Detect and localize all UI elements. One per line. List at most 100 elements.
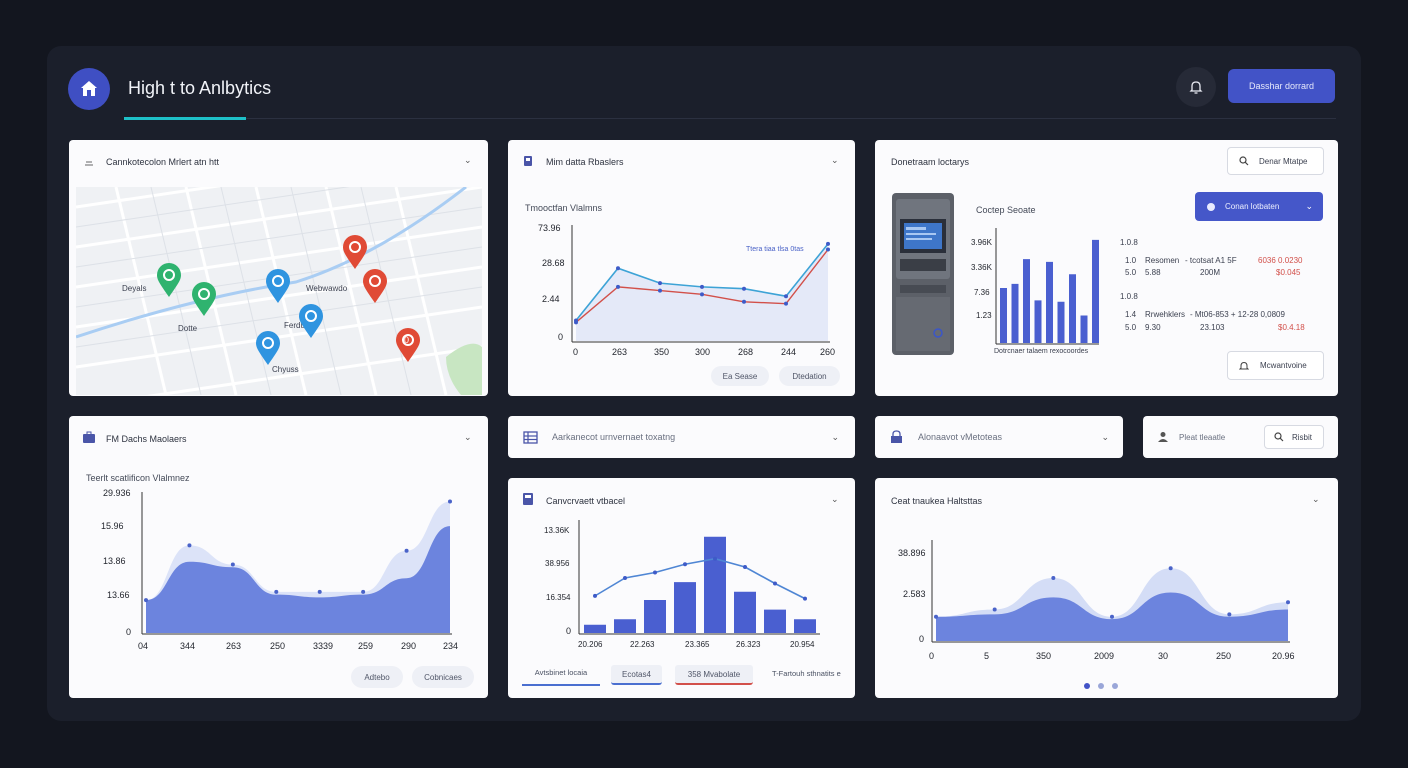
map-pin-icon[interactable]	[395, 327, 421, 363]
area-card-title: FM Dachs Maolaers	[106, 434, 187, 444]
stats-card	[875, 478, 1338, 698]
page-dot[interactable]	[1098, 683, 1104, 689]
map-pin-icon[interactable]	[342, 234, 368, 270]
dropdown-row[interactable]: Alonaavot vMetoteas ⌄	[875, 416, 1123, 458]
area-card-button[interactable]: Cobnicaes	[412, 666, 474, 688]
map-pin-icon[interactable]	[362, 268, 388, 304]
y-tick: 38.896	[898, 548, 926, 558]
bar	[794, 619, 816, 633]
line-card-button[interactable]: Dtedation	[779, 366, 840, 386]
x-tick: 23.365	[685, 640, 710, 649]
x-tick: 344	[180, 641, 196, 651]
stats-card-title: Ceat tnaukea Haltsttas	[891, 496, 983, 506]
x-tick: 268	[738, 347, 754, 357]
chevron-down-icon[interactable]: ⌄	[464, 155, 472, 165]
area-card-button[interactable]: Adtebo	[351, 666, 403, 688]
atm-row-red: $0.4.18	[1278, 323, 1305, 332]
area-chart	[141, 492, 452, 635]
y-tick: 28.68	[542, 258, 565, 268]
tab-mvabolate[interactable]: 358 Mvabolate	[675, 665, 753, 685]
map-pin-icon[interactable]	[298, 303, 324, 339]
dropdown-row[interactable]: Aarkanecot urnvernaet toxatng ⌄	[508, 416, 855, 458]
line-chart-card	[508, 140, 855, 396]
x-tick: 22.263	[630, 640, 655, 649]
map-pin-icon[interactable]	[191, 281, 217, 317]
pin-label: 0	[404, 335, 410, 345]
lock-icon	[891, 430, 902, 443]
bar	[1011, 283, 1019, 343]
atm-row-sub: 200M	[1200, 268, 1221, 277]
app-title: High t to Anlbytics	[128, 78, 272, 98]
atm-search[interactable]: Denar Mtatpe	[1227, 147, 1324, 175]
trend-point	[653, 570, 657, 575]
notifications-button[interactable]	[1176, 67, 1216, 107]
x-tick: 350	[1036, 651, 1052, 661]
atm-icon	[523, 493, 533, 505]
x-tick: 26.323	[736, 640, 761, 649]
bar	[584, 624, 606, 633]
filter-row: Pleat tleaatle Risbit	[1143, 416, 1338, 458]
bar	[1023, 259, 1030, 343]
tab-locations[interactable]: Avtsbinet locaia	[522, 666, 600, 686]
x-tick: 250	[270, 641, 286, 651]
line-point	[826, 247, 830, 252]
area-point	[1051, 575, 1056, 580]
pagination-dots[interactable]	[1080, 676, 1122, 694]
user-icon	[1158, 432, 1168, 442]
chevron-down-icon[interactable]: ⌄	[831, 155, 839, 165]
briefcase-icon	[83, 431, 95, 443]
area-point	[317, 589, 322, 594]
area-point	[1227, 612, 1232, 617]
area-point	[230, 562, 235, 567]
search-button[interactable]: Risbit	[1264, 425, 1324, 449]
location-map[interactable]: Deyals Dotte Webwawdo Ferdu Chyuss 0	[76, 187, 482, 395]
y-tick: 29.936	[103, 488, 131, 498]
area-point	[1286, 600, 1290, 605]
atm-action-button[interactable]: Mcwantvoine	[1227, 351, 1324, 380]
chevron-down-icon[interactable]: ⌄	[1312, 494, 1320, 504]
trend-line	[594, 557, 806, 600]
atm-row-sub: 9.30	[1145, 323, 1161, 332]
line-point	[700, 292, 704, 297]
map-pin-icon[interactable]	[156, 262, 182, 298]
area-point	[144, 598, 148, 603]
title-underline	[124, 117, 246, 120]
trend-point	[803, 596, 807, 601]
map-pin-icon[interactable]	[255, 330, 281, 366]
atm-action-label: Mcwantvoine	[1260, 361, 1307, 370]
x-tick: 20.954	[790, 640, 815, 649]
line-card-button[interactable]: Ea Sease	[711, 366, 769, 386]
bar	[734, 591, 756, 633]
line-point	[658, 281, 662, 286]
page-dot[interactable]	[1084, 683, 1090, 689]
tab-ecotas[interactable]: Ecotas4	[611, 665, 662, 685]
dashboard-button[interactable]: Dasshar dorrard	[1228, 69, 1335, 103]
tab-statistics[interactable]: T-Fartouh sthnatits e	[772, 669, 841, 678]
map-label: Deyals	[122, 284, 147, 293]
area-point	[448, 499, 452, 504]
x-tick: 2009	[1094, 651, 1115, 661]
location-icon	[1207, 202, 1215, 211]
map-pin-icon[interactable]	[265, 268, 291, 304]
table-icon	[523, 430, 538, 444]
list-icon	[84, 156, 94, 174]
trend-point	[593, 593, 597, 598]
x-tick: 259	[358, 641, 374, 651]
page-dot[interactable]	[1112, 683, 1118, 689]
x-tick: 20.96	[1272, 651, 1295, 661]
home-button[interactable]	[68, 68, 110, 110]
x-tick: 350	[654, 347, 670, 357]
atm-machine-image	[892, 193, 954, 355]
trend-point	[623, 576, 627, 580]
map-card-title: Cannkotecolon Mrlert atn htt	[106, 157, 220, 167]
map-streets	[76, 187, 482, 395]
atm-dropdown[interactable]: Conan lotbaten ⌄	[1195, 192, 1323, 221]
chevron-down-icon[interactable]: ⌄	[464, 432, 472, 442]
chevron-down-icon[interactable]: ⌄	[831, 494, 839, 504]
search-icon	[1274, 432, 1284, 442]
bar	[644, 600, 666, 633]
y-tick: 13.66	[107, 590, 130, 600]
y-tick: 0	[558, 332, 564, 342]
y-tick: 3.36K	[971, 263, 992, 272]
area-chart-subtitle: Teerlt scatlificon Vlalmnez	[86, 473, 190, 483]
